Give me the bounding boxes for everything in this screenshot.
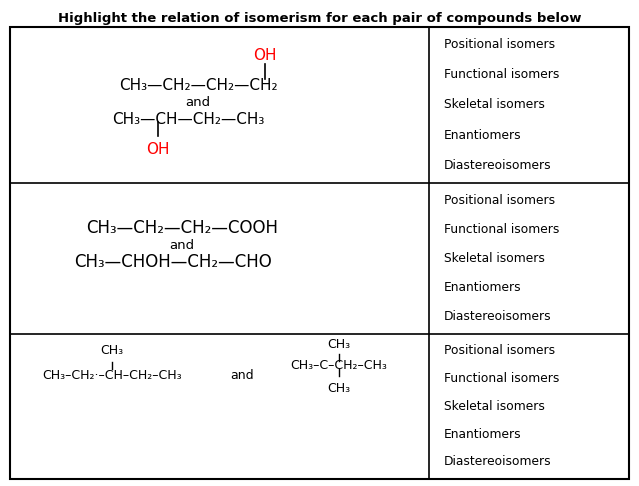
Text: Functional isomers: Functional isomers: [444, 223, 560, 236]
Text: Skeletal isomers: Skeletal isomers: [444, 252, 545, 265]
Text: and: and: [169, 239, 195, 252]
Text: Functional isomers: Functional isomers: [444, 69, 560, 81]
Text: Diastereoisomers: Diastereoisomers: [444, 158, 551, 172]
Text: Enantiomers: Enantiomers: [444, 428, 521, 441]
Text: CH₃—CH₂—CH₂—CH₂: CH₃—CH₂—CH₂—CH₂: [119, 78, 277, 92]
Text: and: and: [230, 369, 254, 382]
Text: Diastereoisomers: Diastereoisomers: [444, 310, 551, 323]
Text: OH: OH: [146, 142, 169, 157]
Text: CH₃—CH₂—CH₂—COOH: CH₃—CH₂—CH₂—COOH: [86, 219, 278, 238]
Text: Enantiomers: Enantiomers: [444, 129, 521, 141]
Text: Enantiomers: Enantiomers: [444, 281, 521, 294]
Text: Positional isomers: Positional isomers: [444, 38, 555, 52]
Text: Skeletal isomers: Skeletal isomers: [444, 400, 545, 413]
Text: CH₃: CH₃: [327, 382, 350, 395]
Text: CH₃—CHOH—CH₂—CHO: CH₃—CHOH—CH₂—CHO: [73, 253, 272, 272]
Text: OH: OH: [254, 48, 277, 63]
Text: Highlight the relation of isomerism for each pair of compounds below: Highlight the relation of isomerism for …: [58, 12, 581, 25]
Text: CH₃: CH₃: [327, 338, 350, 351]
Text: Skeletal isomers: Skeletal isomers: [444, 99, 545, 111]
Text: Diastereoisomers: Diastereoisomers: [444, 455, 551, 469]
Text: CH₃–C–CH₂–CH₃: CH₃–C–CH₂–CH₃: [290, 359, 387, 372]
Text: CH₃–CH₂·–CH–CH₂–CH₃: CH₃–CH₂·–CH–CH₂–CH₃: [42, 369, 181, 382]
Text: Positional isomers: Positional isomers: [444, 194, 555, 207]
Text: CH₃: CH₃: [100, 344, 123, 357]
Text: Functional isomers: Functional isomers: [444, 372, 560, 385]
Text: and: and: [185, 96, 211, 108]
Text: Positional isomers: Positional isomers: [444, 344, 555, 357]
Text: CH₃—CH—CH₂—CH₃: CH₃—CH—CH₂—CH₃: [112, 112, 265, 126]
